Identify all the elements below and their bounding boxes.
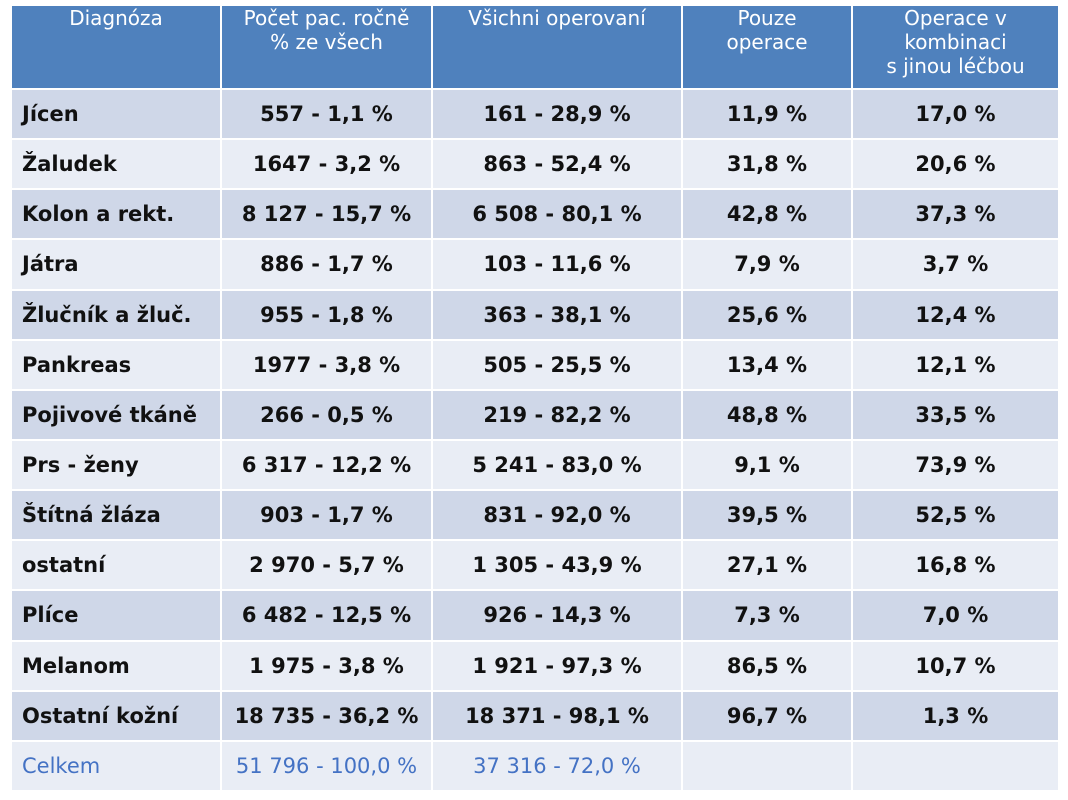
- total-cell-pocet: 51 796 - 100,0 %: [220, 739, 433, 793]
- cell-kombinace: 33,5 %: [851, 388, 1060, 441]
- cell-vsichni-operovani: 18 371 - 98,1 %: [431, 689, 683, 742]
- cell-pocet: 8 127 - 15,7 %: [220, 188, 433, 241]
- cell-diagnoza: ostatní: [10, 539, 222, 592]
- total-cell-pouze-operace: [681, 739, 853, 793]
- table-row: Jícen 557 - 1,1 % 161 - 28,9 % 11,9 % 17,0 %: [10, 87, 1060, 141]
- cell-vsichni-operovani: 161 - 28,9 %: [431, 87, 683, 141]
- cell-diagnoza: Žlučník a žluč.: [10, 288, 222, 341]
- table-row: Melanom 1 975 - 3,8 % 1 921 - 97,3 % 86,5 %…: [10, 639, 1060, 692]
- table-row: Žaludek 1647 - 3,2 % 863 - 52,4 % 31,8 % 20,…: [10, 138, 1060, 191]
- cell-pouze-operace: 86,5 %: [681, 639, 853, 692]
- cell-kombinace: 12,4 %: [851, 288, 1060, 341]
- cell-pocet: 18 735 - 36,2 %: [220, 689, 433, 742]
- data-table: Diagnóza Počet pac. ročně % ze všech Vši…: [10, 4, 1060, 793]
- cell-diagnoza: Prs - ženy: [10, 438, 222, 492]
- cell-kombinace: 1,3 %: [851, 689, 1060, 742]
- cell-vsichni-operovani: 1 921 - 97,3 %: [431, 639, 683, 692]
- cell-pouze-operace: 7,3 %: [681, 589, 853, 642]
- table-row: Pankreas 1977 - 3,8 % 505 - 25,5 % 13,4 % 12…: [10, 338, 1060, 391]
- cell-diagnoza: Melanom: [10, 639, 222, 692]
- cell-pouze-operace: 9,1 %: [681, 438, 853, 492]
- cell-diagnoza: Játra: [10, 238, 222, 291]
- table-row: Kolon a rekt. 8 127 - 15,7 % 6 508 - 80,1 …: [10, 188, 1060, 241]
- table-row: Žlučník a žluč. 955 - 1,8 % 363 - 38,1 % 25…: [10, 288, 1060, 341]
- table-body: Jícen 557 - 1,1 % 161 - 28,9 % 11,9 % 17,0 %…: [10, 87, 1060, 793]
- cell-kombinace: 3,7 %: [851, 238, 1060, 291]
- table-row: Játra 886 - 1,7 % 103 - 11,6 % 7,9 % 3,7 %: [10, 238, 1060, 291]
- cell-diagnoza: Pojivové tkáně: [10, 388, 222, 441]
- cell-kombinace: 7,0 %: [851, 589, 1060, 642]
- cell-pocet: 2 970 - 5,7 %: [220, 539, 433, 592]
- cell-kombinace: 16,8 %: [851, 539, 1060, 592]
- cell-pocet: 6 317 - 12,2 %: [220, 438, 433, 492]
- cell-pocet: 266 - 0,5 %: [220, 388, 433, 441]
- cell-pouze-operace: 96,7 %: [681, 689, 853, 742]
- cell-pouze-operace: 11,9 %: [681, 87, 853, 141]
- cell-pocet: 1977 - 3,8 %: [220, 338, 433, 391]
- cell-kombinace: 17,0 %: [851, 87, 1060, 141]
- cell-kombinace: 12,1 %: [851, 338, 1060, 391]
- total-cell-vsichni-operovani: 37 316 - 72,0 %: [431, 739, 683, 793]
- table-row: Pojivové tkáně 266 - 0,5 % 219 - 82,2 % 48,…: [10, 388, 1060, 441]
- cell-pocet: 955 - 1,8 %: [220, 288, 433, 341]
- cell-kombinace: 73,9 %: [851, 438, 1060, 492]
- cell-pouze-operace: 42,8 %: [681, 188, 853, 241]
- table-row: ostatní 2 970 - 5,7 % 1 305 - 43,9 % 27,1 %…: [10, 539, 1060, 592]
- cell-kombinace: 52,5 %: [851, 489, 1060, 542]
- column-header-diagnoza: Diagnóza: [10, 4, 222, 90]
- table-row: Štítná žláza 903 - 1,7 % 831 - 92,0 % 39,5 …: [10, 489, 1060, 542]
- cell-pocet: 886 - 1,7 %: [220, 238, 433, 291]
- total-cell-kombinace: [851, 739, 1060, 793]
- cell-pouze-operace: 39,5 %: [681, 489, 853, 542]
- cell-vsichni-operovani: 103 - 11,6 %: [431, 238, 683, 291]
- cell-diagnoza: Jícen: [10, 87, 222, 141]
- cell-vsichni-operovani: 926 - 14,3 %: [431, 589, 683, 642]
- cell-pouze-operace: 13,4 %: [681, 338, 853, 391]
- table-row: Prs - ženy 6 317 - 12,2 % 5 241 - 83,0 % 9,…: [10, 438, 1060, 492]
- cell-pocet: 6 482 - 12,5 %: [220, 589, 433, 642]
- cell-kombinace: 10,7 %: [851, 639, 1060, 692]
- cell-pouze-operace: 31,8 %: [681, 138, 853, 191]
- cell-vsichni-operovani: 5 241 - 83,0 %: [431, 438, 683, 492]
- column-header-pouze-operace: Pouze operace: [681, 4, 853, 90]
- cell-diagnoza: Ostatní kožní: [10, 689, 222, 742]
- table-row: Plíce 6 482 - 12,5 % 926 - 14,3 % 7,3 % 7,0 …: [10, 589, 1060, 642]
- cell-kombinace: 37,3 %: [851, 188, 1060, 241]
- table-header: Diagnóza Počet pac. ročně % ze všech Vši…: [10, 4, 1060, 90]
- table-row-total: Celkem 51 796 - 100,0 % 37 316 - 72,0 %: [10, 739, 1060, 793]
- cell-pocet: 903 - 1,7 %: [220, 489, 433, 542]
- cell-diagnoza: Kolon a rekt.: [10, 188, 222, 241]
- cell-kombinace: 20,6 %: [851, 138, 1060, 191]
- header-row: Diagnóza Počet pac. ročně % ze všech Vši…: [10, 4, 1060, 90]
- cell-vsichni-operovani: 6 508 - 80,1 %: [431, 188, 683, 241]
- cell-diagnoza: Štítná žláza: [10, 489, 222, 542]
- cell-diagnoza: Pankreas: [10, 338, 222, 391]
- cell-diagnoza: Plíce: [10, 589, 222, 642]
- table-row: Ostatní kožní 18 735 - 36,2 % 18 371 - 98,…: [10, 689, 1060, 742]
- cell-pocet: 557 - 1,1 %: [220, 87, 433, 141]
- total-cell-diagnoza: Celkem: [10, 739, 222, 793]
- column-header-vsichni-operovani: Všichni operovaní: [431, 4, 683, 90]
- cell-diagnoza: Žaludek: [10, 138, 222, 191]
- cell-vsichni-operovani: 363 - 38,1 %: [431, 288, 683, 341]
- cell-vsichni-operovani: 1 305 - 43,9 %: [431, 539, 683, 592]
- cell-vsichni-operovani: 219 - 82,2 %: [431, 388, 683, 441]
- column-header-kombinace: Operace v kombinaci s jinou léčbou: [851, 4, 1060, 90]
- cell-pouze-operace: 25,6 %: [681, 288, 853, 341]
- cell-pouze-operace: 7,9 %: [681, 238, 853, 291]
- cell-pocet: 1 975 - 3,8 %: [220, 639, 433, 692]
- cell-vsichni-operovani: 863 - 52,4 %: [431, 138, 683, 191]
- cell-vsichni-operovani: 505 - 25,5 %: [431, 338, 683, 391]
- cell-vsichni-operovani: 831 - 92,0 %: [431, 489, 683, 542]
- cell-pouze-operace: 48,8 %: [681, 388, 853, 441]
- cell-pouze-operace: 27,1 %: [681, 539, 853, 592]
- column-header-pocet: Počet pac. ročně % ze všech: [220, 4, 433, 90]
- table-container: Diagnóza Počet pac. ročně % ze všech Vši…: [10, 4, 1060, 793]
- cell-pocet: 1647 - 3,2 %: [220, 138, 433, 191]
